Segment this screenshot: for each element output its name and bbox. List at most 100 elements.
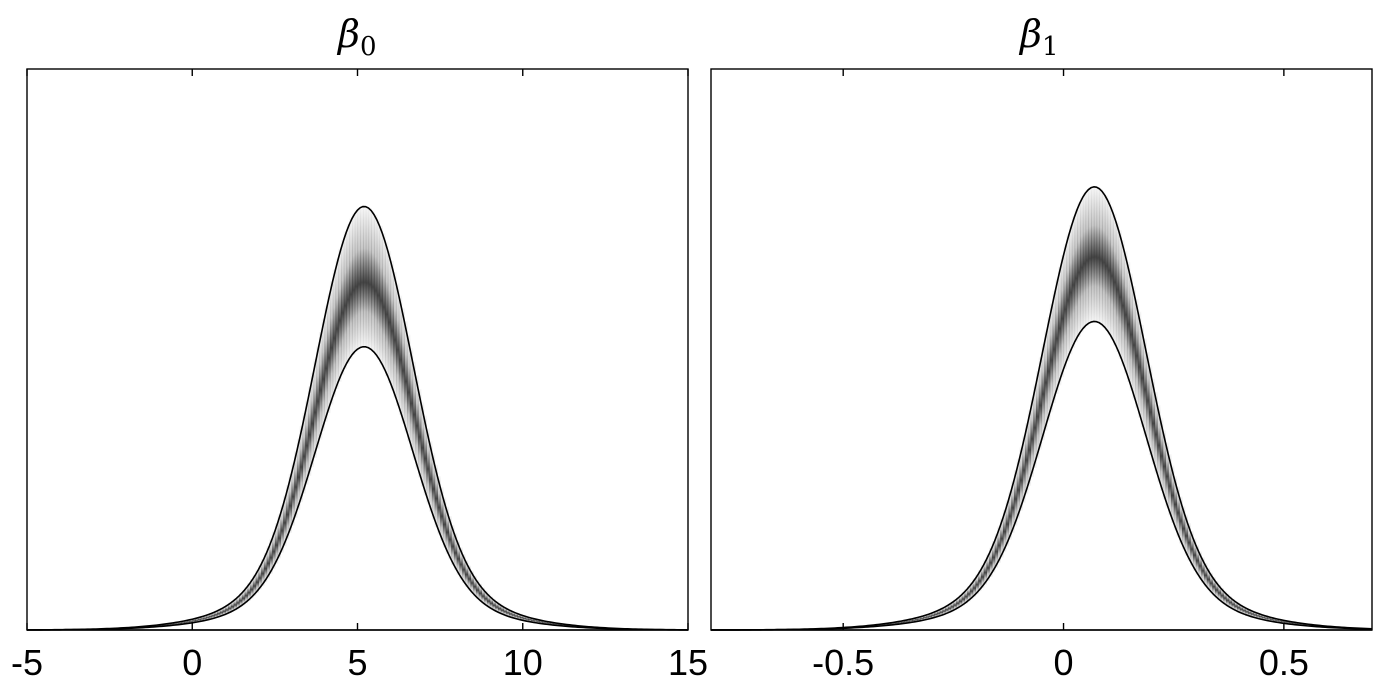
band-strip xyxy=(183,620,188,624)
band-strip xyxy=(1024,422,1029,495)
band-strip xyxy=(357,207,361,350)
band-strip xyxy=(912,618,916,623)
band-strip xyxy=(989,547,993,577)
band-strip xyxy=(233,598,237,611)
band-strip xyxy=(550,622,554,626)
band-strip xyxy=(1085,189,1089,326)
x-tick-label: 10 xyxy=(503,642,543,683)
band-strip xyxy=(1016,458,1021,519)
band-strip xyxy=(903,620,908,624)
band-strip xyxy=(219,608,224,617)
band-strip xyxy=(920,615,924,621)
band-strip xyxy=(1305,623,1310,626)
band-strip xyxy=(1148,365,1153,456)
band-strip xyxy=(360,206,364,348)
band-strip xyxy=(1270,617,1274,622)
band-strip xyxy=(1135,298,1139,409)
band-strip xyxy=(1226,593,1230,607)
band-strip xyxy=(1259,613,1263,620)
band-strip xyxy=(401,308,405,424)
band-strip xyxy=(1154,392,1158,474)
band-strip xyxy=(492,598,496,611)
band-strip xyxy=(876,624,880,627)
band-fill xyxy=(826,186,1362,629)
band-strip xyxy=(252,574,257,596)
x-ticks: -5 0 5 10 15 xyxy=(11,69,708,683)
band-strip xyxy=(1281,619,1285,624)
band-strip xyxy=(1019,447,1023,511)
band-strip xyxy=(1110,206,1114,340)
band-strip xyxy=(277,514,281,559)
band-strip xyxy=(890,622,894,626)
band-strip xyxy=(1272,617,1277,623)
band-strip xyxy=(1104,195,1109,331)
plot-area xyxy=(710,186,1373,631)
band-strip xyxy=(1264,615,1268,621)
band-strip xyxy=(412,361,416,460)
band-strip xyxy=(914,617,919,622)
title-symbol: β xyxy=(1018,12,1042,56)
band-strip xyxy=(980,564,985,589)
band-strip xyxy=(1071,216,1076,349)
band-strip xyxy=(1215,580,1219,599)
band-strip xyxy=(203,615,207,621)
band-strip xyxy=(445,506,449,554)
band-strip xyxy=(346,224,350,364)
band-strip xyxy=(1049,303,1054,413)
band-strip xyxy=(307,386,312,476)
band-strip xyxy=(495,601,499,613)
band-strip xyxy=(1033,384,1037,468)
band-strip xyxy=(434,464,438,528)
band-strip xyxy=(404,321,408,433)
band-strip xyxy=(1242,606,1246,615)
band-strip xyxy=(1035,370,1040,459)
panel-beta0: β0 -5 0 5 10 15 xyxy=(11,12,708,683)
panel-title: β0 xyxy=(336,12,377,62)
band-strip xyxy=(1093,186,1098,322)
band-strip xyxy=(1204,562,1208,587)
band-strip xyxy=(500,605,505,615)
band-strip xyxy=(195,617,199,623)
band-strip xyxy=(1192,538,1197,571)
band-strip xyxy=(288,473,292,533)
band-strip xyxy=(1121,240,1125,366)
band-strip xyxy=(895,621,899,625)
band-strip xyxy=(1201,557,1205,584)
band-strip xyxy=(953,599,957,611)
band-strip xyxy=(906,619,910,624)
band-strip xyxy=(1170,465,1175,523)
band-strip xyxy=(1179,496,1183,544)
band-strip xyxy=(1173,476,1178,531)
band-strip xyxy=(1289,621,1293,625)
band-strip xyxy=(879,624,883,627)
band-strip xyxy=(239,593,243,608)
band-strip xyxy=(318,331,323,440)
band-strip xyxy=(321,318,326,431)
band-strip xyxy=(1082,192,1087,329)
band-strip xyxy=(917,616,921,622)
band-strip xyxy=(1237,602,1241,613)
band-strip xyxy=(473,575,477,597)
band-strip xyxy=(1008,490,1012,540)
band-strip xyxy=(478,583,483,602)
band-strip xyxy=(881,623,886,626)
band-strip xyxy=(349,218,353,359)
band-strip xyxy=(1223,590,1227,605)
band-strip xyxy=(343,231,348,370)
band-strip xyxy=(536,619,540,624)
band-strip xyxy=(214,610,218,619)
band-strip xyxy=(986,553,990,581)
band-strip xyxy=(409,348,414,451)
band-strip xyxy=(451,524,455,565)
band-strip xyxy=(354,210,359,352)
band-strip xyxy=(555,623,560,626)
band-strip xyxy=(291,462,295,526)
band-strip xyxy=(420,402,425,487)
band-strip xyxy=(1275,618,1279,623)
band-strip xyxy=(228,602,232,614)
band-strip xyxy=(338,248,342,382)
band-strip xyxy=(211,612,215,619)
band-strip xyxy=(363,206,367,347)
band-strip xyxy=(553,622,557,626)
band-strip xyxy=(508,609,513,618)
